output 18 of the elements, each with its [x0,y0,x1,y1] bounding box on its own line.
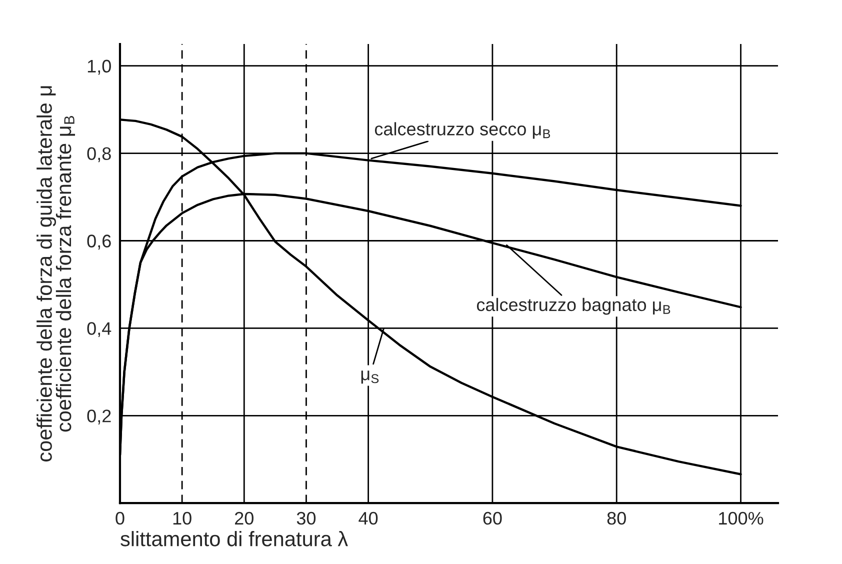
y-tick-label: 0,2 [87,410,111,424]
x-tick-label: 0 [116,512,124,525]
x-tick-label: 20 [235,512,254,525]
y-tick-label: 0,4 [87,322,112,338]
y-tick-label: 0,8 [87,147,111,162]
y-tick-label: 1,0 [88,60,111,75]
x-axis-title: slittamento di frenatura λ [120,531,348,546]
x-tick-label: 80 [607,512,626,525]
x-tick-label: 40 [358,512,378,525]
annotation: μ$_{S}$ [361,370,379,384]
x-tick-label: 10 [173,512,192,525]
y-axis-title: coefficiente della forza di guida laterale μ coefficiente della forza frenante μ$_{B}$ [36,86,76,462]
annotation: calcestruzzo secco μ$_{B}$ [374,122,550,139]
x-tick-label: 100% [719,512,764,525]
x-tick-label: 30 [296,512,316,525]
annotation: calcestruzzo bagnato μ$_{B}$ [476,298,670,315]
x-tick-label: 60 [483,512,502,525]
y-tick-label: 0,6 [87,234,111,250]
